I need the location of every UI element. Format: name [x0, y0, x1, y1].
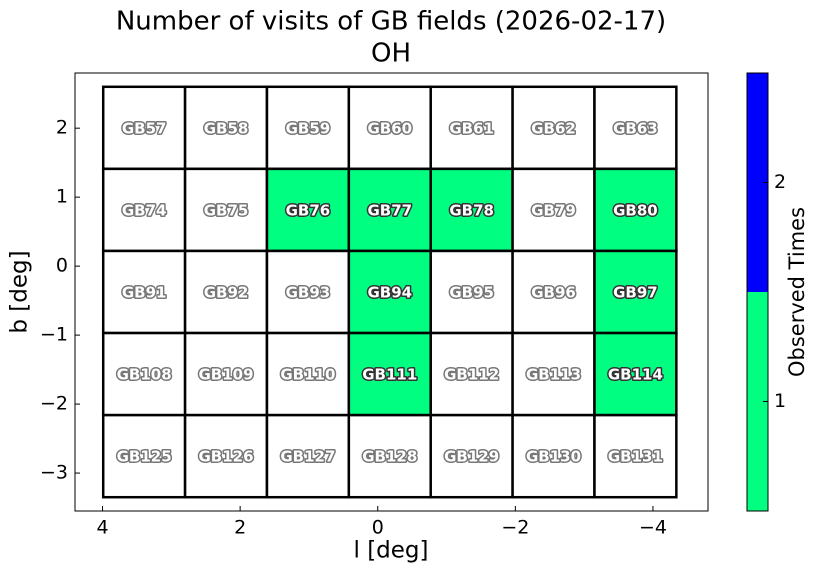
field-label: GB92: [204, 284, 249, 302]
field-cell: [429, 167, 514, 253]
y-tick-label: 1: [56, 186, 68, 208]
field-cell: [511, 85, 596, 171]
field-cell: [593, 167, 678, 253]
y-tick-label: −2: [40, 393, 68, 415]
field-label: GB93: [286, 284, 331, 302]
y-tick-label: 0: [56, 255, 68, 277]
field-label: GB96: [531, 284, 576, 302]
field-cell: [511, 331, 596, 417]
field-label: GB60: [367, 119, 412, 137]
field-label: GB75: [204, 201, 249, 219]
field-label: GB91: [122, 284, 167, 302]
field-label: GB58: [204, 119, 249, 137]
field-label: GB57: [122, 119, 167, 137]
field-cell: [101, 167, 187, 253]
field-label: GB114: [608, 366, 663, 384]
field-cell: [265, 167, 351, 253]
field-label: GB128: [362, 448, 417, 466]
field-label: GB129: [444, 448, 499, 466]
field-cell: [101, 331, 187, 417]
field-label: GB62: [531, 119, 576, 137]
field-cell: [265, 413, 351, 499]
field-label: GB113: [526, 366, 581, 384]
field-label: GB127: [280, 448, 335, 466]
field-label: GB77: [367, 201, 412, 219]
plot-frame: [74, 72, 709, 512]
field-label: GB110: [280, 366, 335, 384]
field-cell: [511, 413, 596, 499]
field-cell: [511, 249, 596, 335]
field-label: GB111: [362, 366, 417, 384]
field-label: GB108: [117, 366, 172, 384]
field-cell: [183, 249, 269, 335]
field-label: GB94: [367, 284, 412, 302]
field-cell: [183, 85, 269, 171]
field-label: GB59: [286, 119, 331, 137]
field-label: GB109: [198, 366, 253, 384]
colorbar-segment: [747, 73, 768, 292]
x-tick-label: 4: [96, 517, 108, 539]
x-tick-label: 0: [372, 517, 384, 539]
colorbar-frame: [746, 72, 769, 512]
field-label: GB63: [613, 119, 658, 137]
field-label: GB80: [613, 201, 658, 219]
field-cell: [593, 249, 678, 335]
field-label: GB76: [286, 201, 331, 219]
field-cell: [183, 331, 269, 417]
x-axis-label: l [deg]: [354, 538, 429, 564]
field-cell: [265, 249, 351, 335]
x-tick-label: 2: [234, 517, 246, 539]
field-label: GB126: [198, 448, 253, 466]
field-label: GB61: [449, 119, 494, 137]
field-label: GB131: [608, 448, 663, 466]
colorbar-segment: [747, 292, 768, 511]
field-label: GB125: [117, 448, 172, 466]
field-label: GB74: [122, 201, 167, 219]
field-label: GB97: [613, 284, 658, 302]
field-label: GB78: [449, 201, 494, 219]
chart-subtitle: OH: [371, 39, 411, 69]
colorbar-label: Observed Times: [785, 207, 809, 377]
field-cell: [101, 85, 187, 171]
y-tick-label: −1: [40, 324, 68, 346]
colorbar-tick-label: 1: [774, 390, 786, 412]
y-tick-label: −3: [40, 462, 68, 484]
field-label: GB79: [531, 201, 576, 219]
field-cell: [101, 413, 187, 499]
field-label: GB112: [444, 366, 499, 384]
x-tick-label: −4: [639, 517, 667, 539]
y-axis-label: b [deg]: [7, 250, 33, 333]
chart-title: Number of visits of GB fields (2026-02-1…: [116, 7, 666, 37]
colorbar-tick-label: 2: [774, 171, 786, 193]
y-tick-label: 2: [56, 117, 68, 139]
field-cell: [593, 413, 678, 499]
x-tick-label: −2: [501, 517, 529, 539]
field-cell: [429, 249, 514, 335]
field-label: GB130: [526, 448, 581, 466]
field-label: GB95: [449, 284, 494, 302]
